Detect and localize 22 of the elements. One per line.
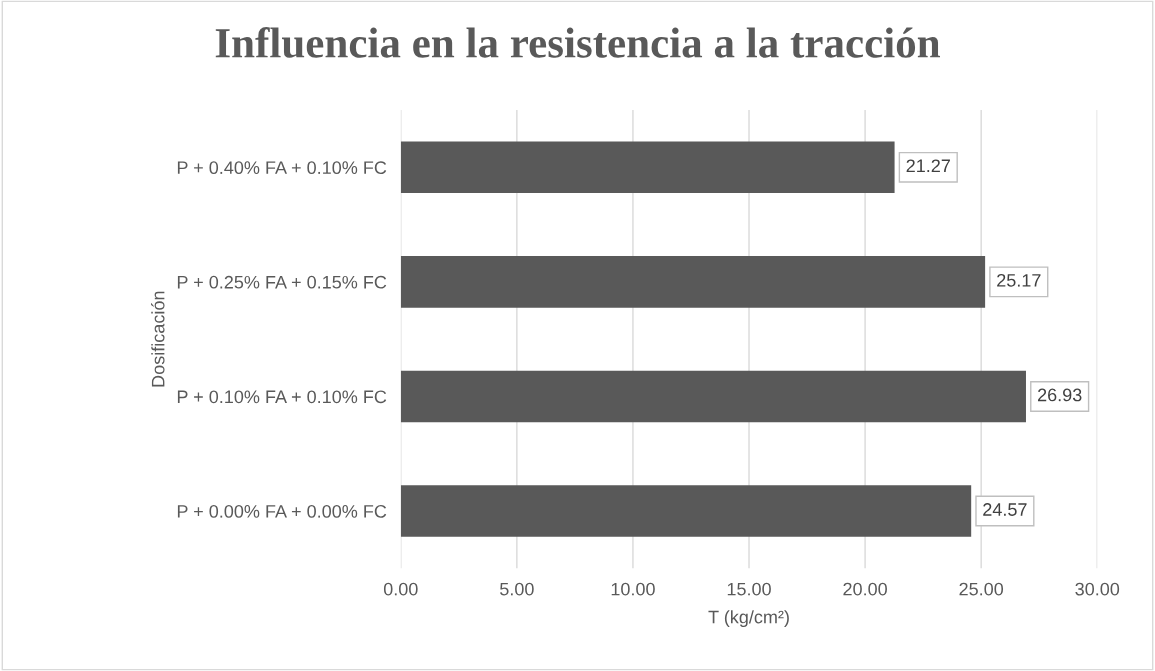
- x-tick-label: 5.00: [500, 582, 534, 596]
- bar: [400, 485, 972, 537]
- x-tick-label: 10.00: [611, 582, 655, 596]
- bar: [400, 256, 986, 308]
- data-label: 24.57: [983, 503, 1027, 516]
- x-tick-label: 15.00: [727, 582, 771, 596]
- y-tick-label: P + 0.00% FA + 0.00% FC: [177, 504, 387, 518]
- y-tick-label: P + 0.10% FA + 0.10% FC: [177, 390, 387, 404]
- data-label: 21.27: [906, 159, 950, 172]
- y-tick-label: P + 0.40% FA + 0.10% FC: [177, 161, 387, 175]
- data-label: 25.17: [997, 273, 1041, 287]
- data-label: 26.93: [1038, 388, 1082, 402]
- x-tick-label: 0.00: [383, 582, 418, 596]
- bar: [400, 370, 1026, 423]
- x-tick-label: 30.00: [1075, 582, 1120, 596]
- y-axis-title: Dosificación: [151, 291, 165, 387]
- y-tick-label: P + 0.25% FA + 0.15% FC: [177, 275, 387, 289]
- x-tick-label: 25.00: [959, 582, 1004, 596]
- bar: [400, 141, 895, 194]
- x-axis-title: T (kg/cm²): [708, 610, 789, 627]
- chart-title: Influencia en la resistencia a la tracción: [215, 27, 941, 58]
- x-tick-label: 20.00: [843, 582, 887, 596]
